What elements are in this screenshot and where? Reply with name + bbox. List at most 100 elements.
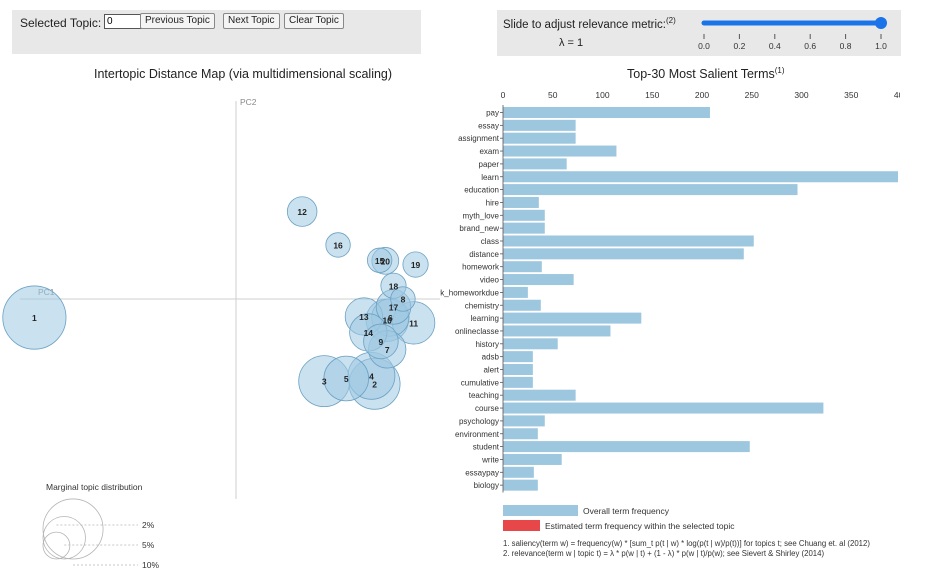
- term-bar-psychology[interactable]: [503, 415, 545, 427]
- term-bar-homework[interactable]: [503, 261, 542, 273]
- term-bar-distance[interactable]: [503, 248, 744, 260]
- term-label-learning[interactable]: learning: [471, 314, 499, 323]
- term-label-paper[interactable]: paper: [479, 160, 500, 169]
- term-bar-learning[interactable]: [503, 312, 642, 324]
- clear-topic-button[interactable]: Clear Topic: [284, 13, 344, 29]
- term-label-homework[interactable]: homework: [462, 263, 500, 272]
- term-bar-pay[interactable]: [503, 107, 710, 118]
- term-label-student[interactable]: student: [473, 443, 500, 452]
- term-label-education[interactable]: education: [464, 186, 499, 195]
- topic-label-12[interactable]: 12: [297, 207, 307, 217]
- previous-topic-button[interactable]: Previous Topic: [140, 13, 215, 29]
- topic-label-5[interactable]: 5: [344, 374, 349, 384]
- term-label-course[interactable]: course: [475, 404, 500, 413]
- term-label-teaching[interactable]: teaching: [469, 391, 499, 400]
- term-label-hire[interactable]: hire: [486, 198, 500, 207]
- term-label-brand_new[interactable]: brand_new: [459, 224, 499, 233]
- term-label-chemistry[interactable]: chemistry: [465, 301, 499, 310]
- term-bar-exam[interactable]: [503, 145, 617, 157]
- topic-label-20[interactable]: 20: [381, 256, 391, 266]
- term-label-alert[interactable]: alert: [483, 366, 499, 375]
- topic-label-3[interactable]: 3: [322, 377, 327, 387]
- topic-label-18[interactable]: 18: [389, 281, 399, 291]
- term-label-homework_homeworkdue[interactable]: homework_homeworkdue: [440, 288, 500, 297]
- term-bar-history[interactable]: [503, 338, 558, 350]
- term-label-adsb[interactable]: adsb: [482, 353, 500, 362]
- term-bar-class[interactable]: [503, 235, 754, 247]
- term-bar-education[interactable]: [503, 184, 798, 196]
- topic-label-8[interactable]: 8: [401, 295, 406, 305]
- term-bar-hire[interactable]: [503, 196, 539, 208]
- topic-label-14[interactable]: 14: [364, 328, 374, 338]
- term-bar-onlineclasse[interactable]: [503, 325, 611, 337]
- topic-bubble-9[interactable]: [363, 323, 399, 360]
- term-bar-adsb[interactable]: [503, 351, 533, 363]
- term-label-distance[interactable]: distance: [469, 250, 499, 259]
- term-bar-write[interactable]: [503, 453, 562, 465]
- topic-bubble-5[interactable]: [323, 355, 370, 402]
- term-bar-chemistry[interactable]: [503, 299, 541, 311]
- term-label-history[interactable]: history: [475, 340, 499, 349]
- topic-label-13[interactable]: 13: [359, 312, 369, 322]
- term-label-psychology[interactable]: psychology: [459, 417, 499, 426]
- topic-label-16[interactable]: 16: [333, 240, 343, 250]
- topic-label-17[interactable]: 17: [389, 302, 399, 312]
- topic-bubble-12[interactable]: [286, 196, 318, 227]
- term-bar-environment[interactable]: [503, 428, 538, 440]
- topic-label-6[interactable]: 6: [388, 313, 393, 323]
- topic-label-11[interactable]: 11: [409, 318, 418, 328]
- term-bar-paper[interactable]: [503, 158, 567, 170]
- term-label-class[interactable]: class: [481, 237, 499, 246]
- term-bar-myth_love[interactable]: [503, 209, 545, 221]
- term-label-onlineclasse[interactable]: onlineclasse: [455, 327, 500, 336]
- x-tick-label: 300: [794, 90, 808, 100]
- term-bar-assignment[interactable]: [503, 132, 576, 144]
- term-label-essaypay[interactable]: essaypay: [465, 468, 499, 477]
- term-label-pay[interactable]: pay: [486, 109, 499, 118]
- topic-selection-panel: Selected Topic: Previous Topic Next Topi…: [12, 10, 421, 54]
- legend-overall-swatch: [503, 505, 578, 516]
- term-bar-teaching[interactable]: [503, 389, 576, 401]
- term-label-write[interactable]: write: [481, 455, 499, 464]
- term-label-learn[interactable]: learn: [481, 173, 499, 182]
- term-label-myth_love[interactable]: myth_love: [463, 211, 500, 220]
- relevance-note: (2): [666, 16, 676, 25]
- topic-label-19[interactable]: 19: [411, 260, 421, 270]
- topic-bubble-16[interactable]: [325, 232, 351, 258]
- term-bar-essaypay[interactable]: [503, 466, 534, 478]
- footnote-2: 2. relevance(term w | topic t) = λ * p(w…: [503, 549, 824, 558]
- term-bar-student[interactable]: [503, 441, 750, 453]
- intertopic-distance-map[interactable]: PC1PC21234567891011121314151617181920Mar…: [0, 79, 460, 579]
- term-bar-biology[interactable]: [503, 479, 538, 491]
- term-label-essay[interactable]: essay: [478, 121, 499, 130]
- topic-bubble-19[interactable]: [402, 251, 429, 278]
- term-bar-essay[interactable]: [503, 119, 576, 131]
- term-label-assignment[interactable]: assignment: [458, 134, 500, 143]
- topic-bubble-1[interactable]: [2, 285, 67, 350]
- topic-bubble-8[interactable]: [390, 286, 416, 312]
- term-label-cumulative[interactable]: cumulative: [461, 378, 500, 387]
- term-label-video[interactable]: video: [480, 276, 500, 285]
- term-bar-homework_homeworkdue[interactable]: [503, 286, 528, 298]
- next-topic-button[interactable]: Next Topic: [223, 13, 280, 29]
- term-bar-brand_new[interactable]: [503, 222, 545, 234]
- term-label-environment[interactable]: environment: [455, 430, 500, 439]
- topic-bubble-15[interactable]: [366, 247, 393, 273]
- selected-topic-input[interactable]: [104, 14, 150, 29]
- term-bar-video[interactable]: [503, 274, 574, 286]
- lambda-slider[interactable]: 0.0 0.2 0.4 0.6 0.8 1.0: [497, 10, 901, 56]
- term-label-exam[interactable]: exam: [479, 147, 499, 156]
- topic-label-1[interactable]: 1: [32, 313, 37, 323]
- topic-label-4[interactable]: 4: [369, 371, 374, 381]
- term-label-biology[interactable]: biology: [474, 481, 499, 490]
- topic-label-15[interactable]: 15: [375, 256, 385, 266]
- topic-label-9[interactable]: 9: [379, 337, 384, 347]
- topic-label-7[interactable]: 7: [385, 345, 390, 355]
- term-bar-learn[interactable]: [503, 171, 899, 183]
- topic-label-2[interactable]: 2: [372, 379, 377, 389]
- term-bar-alert[interactable]: [503, 364, 533, 375]
- topic-label-10[interactable]: 10: [382, 316, 392, 326]
- term-bar-course[interactable]: [503, 402, 824, 414]
- slider-thumb[interactable]: [875, 17, 887, 29]
- term-bar-cumulative[interactable]: [503, 376, 533, 388]
